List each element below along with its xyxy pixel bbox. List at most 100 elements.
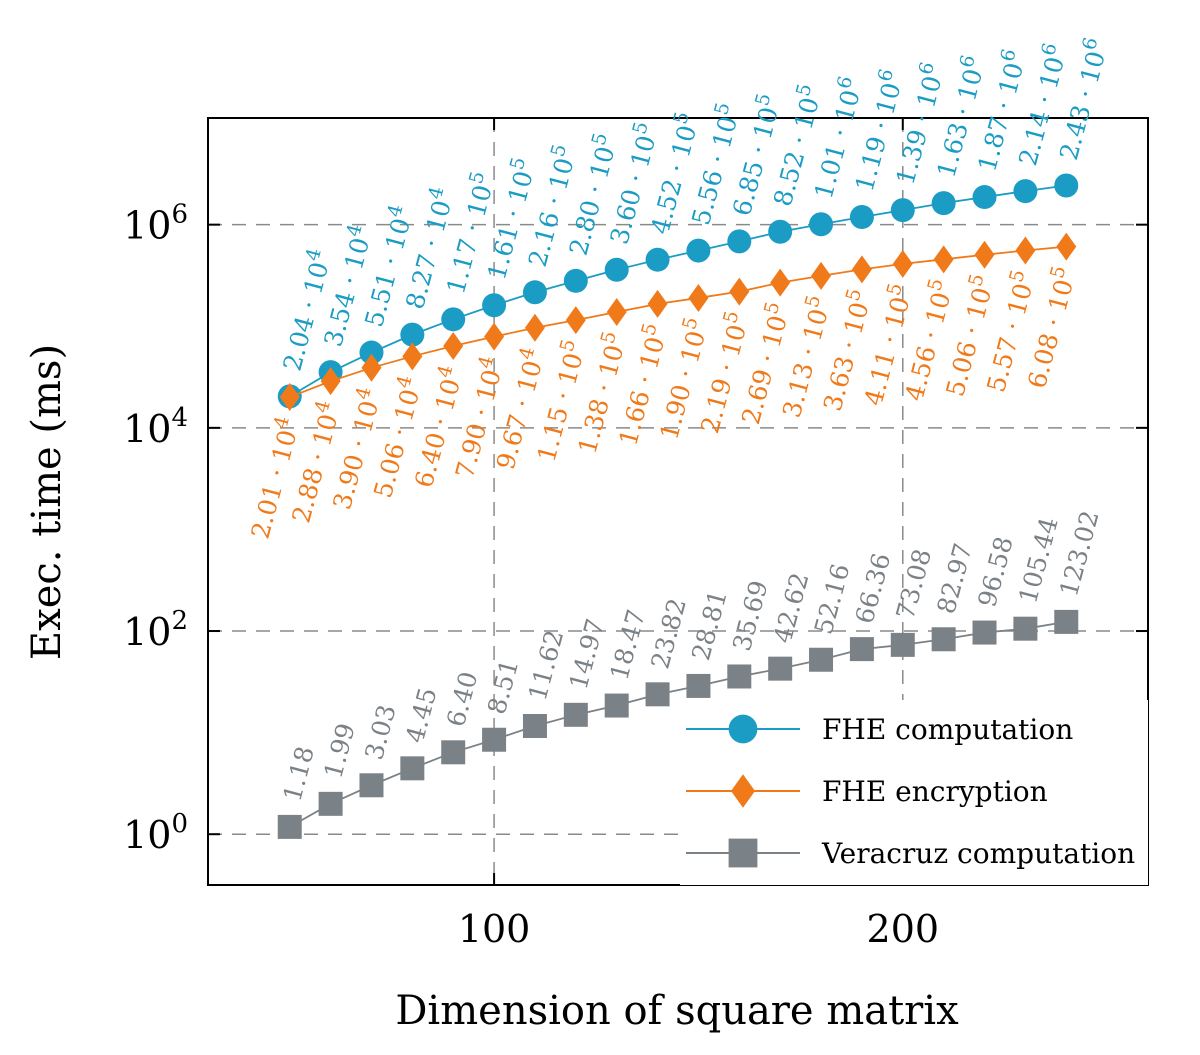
x-tick-label: 100 xyxy=(458,907,531,951)
data-point-marker xyxy=(1054,173,1079,198)
y-tick-label: 102 xyxy=(123,606,188,654)
series-group xyxy=(277,173,1079,839)
y-tick-label: 104 xyxy=(123,403,188,451)
data-point-marker xyxy=(441,307,466,332)
data-point-marker xyxy=(809,647,834,672)
legend-entry: FHE encryption xyxy=(686,774,1048,808)
data-point-marker xyxy=(1056,232,1077,261)
series-fhe-encryption xyxy=(279,232,1077,412)
data-point-marker xyxy=(811,261,832,290)
data-point-marker xyxy=(565,306,586,335)
legend-box xyxy=(680,700,1148,885)
data-point-marker xyxy=(482,293,507,318)
data-point-marker xyxy=(931,627,956,652)
series-fhe-computation xyxy=(277,173,1079,409)
grid xyxy=(208,118,1148,885)
data-point-marker xyxy=(1013,179,1038,204)
data-point-marker xyxy=(604,693,629,718)
data-label: 18.47 xyxy=(604,606,651,683)
legend: FHE computation FHE encryption Veracruz co… xyxy=(680,700,1148,885)
x-axis-label: Dimension of square matrix xyxy=(395,988,959,1034)
data-point-marker xyxy=(890,632,915,657)
data-point-marker xyxy=(809,212,834,237)
y-axis-label: Exec. time (ms) xyxy=(24,344,70,660)
data-point-marker xyxy=(688,283,709,312)
data-point-marker xyxy=(563,702,588,727)
data-point-marker xyxy=(931,191,956,216)
data-label: 66.36 xyxy=(850,550,897,627)
data-point-marker xyxy=(482,727,507,752)
data-point-marker xyxy=(604,257,629,282)
data-label: 8.51 xyxy=(482,656,524,717)
data-point-marker xyxy=(890,198,915,223)
data-label: 4.45 xyxy=(400,685,442,746)
data-point-marker xyxy=(851,255,872,284)
data-label: 23.82 xyxy=(645,595,692,672)
legend-marker xyxy=(728,714,758,744)
data-point-marker xyxy=(974,240,995,269)
legend-marker xyxy=(731,774,755,808)
legend-label: FHE computation xyxy=(822,713,1073,746)
data-label: 1.99 xyxy=(318,720,360,781)
data-point-marker xyxy=(768,656,793,681)
data-point-marker xyxy=(1015,236,1036,265)
data-point-marker xyxy=(645,247,670,272)
plot-frame xyxy=(207,117,1149,886)
data-point-marker xyxy=(770,268,791,297)
y-tick-label: 100 xyxy=(123,809,188,857)
data-point-marker xyxy=(647,289,668,318)
data-point-marker xyxy=(849,204,874,229)
data-point-marker xyxy=(729,277,750,306)
data-point-marker xyxy=(361,353,382,382)
data-label: 3.03 xyxy=(359,702,401,763)
data-label: 52.16 xyxy=(809,561,856,638)
legend-label: Veracruz computation xyxy=(821,837,1135,870)
data-point-marker xyxy=(849,637,874,662)
data-point-marker xyxy=(524,313,545,342)
data-point-marker xyxy=(359,773,384,798)
legend-entry: FHE computation xyxy=(686,713,1073,746)
data-point-marker xyxy=(320,367,341,396)
data-point-marker xyxy=(727,664,752,689)
data-point-marker xyxy=(522,713,547,738)
data-point-marker xyxy=(441,740,466,765)
data-point-marker xyxy=(359,340,384,365)
data-label: 73.08 xyxy=(891,546,938,623)
data-point-marker xyxy=(277,814,302,839)
series-veracruz-computation xyxy=(277,609,1079,839)
data-point-marker xyxy=(402,342,423,371)
x-tick-label: 200 xyxy=(867,907,940,951)
data-point-marker xyxy=(768,219,793,244)
data-label: 2.01 · 104 xyxy=(241,414,306,542)
y-tick-label: 106 xyxy=(123,200,188,248)
data-point-marker xyxy=(686,673,711,698)
data-label: 42.62 xyxy=(768,570,815,647)
data-point-marker xyxy=(443,331,464,360)
data-label: 1.18 xyxy=(278,743,320,804)
data-point-marker xyxy=(972,620,997,645)
data-point-marker xyxy=(318,791,343,816)
data-point-marker xyxy=(563,268,588,293)
data-point-marker xyxy=(933,245,954,274)
data-point-marker xyxy=(645,682,670,707)
data-label: 82.97 xyxy=(931,540,978,617)
legend-entry: Veracruz computation xyxy=(686,837,1135,870)
data-label: 11.62 xyxy=(523,627,570,704)
data-point-marker xyxy=(606,298,627,327)
data-point-marker xyxy=(522,280,547,305)
data-point-marker xyxy=(892,249,913,278)
data-label: 14.97 xyxy=(564,616,611,693)
axis-ticks: 100 102 104 106 100 200 xyxy=(123,118,1148,951)
data-label: 96.58 xyxy=(972,533,1019,610)
data-point-marker xyxy=(484,322,505,351)
data-point-marker xyxy=(279,383,300,412)
data-label: 35.69 xyxy=(727,577,774,654)
data-point-marker xyxy=(400,322,425,347)
legend-marker xyxy=(728,838,758,868)
data-point-marker xyxy=(1013,616,1038,641)
data-point-marker xyxy=(727,229,752,254)
data-point-marker xyxy=(1054,609,1079,634)
data-point-marker xyxy=(686,238,711,263)
